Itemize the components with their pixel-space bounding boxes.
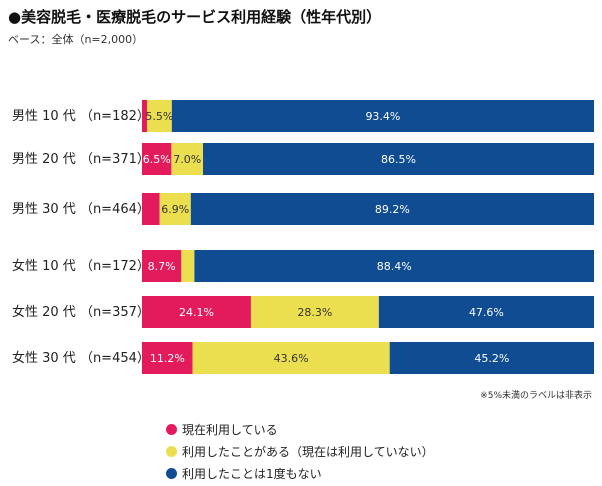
data-label: 8.7% — [148, 260, 176, 273]
bar-segment-current — [142, 100, 147, 132]
legend-item-past: 利用したことがある（現在は利用していない） — [166, 440, 434, 462]
bar-segment-past — [171, 143, 204, 175]
data-label: 28.3% — [297, 306, 332, 319]
bar-segment-current — [142, 193, 160, 225]
bar-segment-past — [181, 250, 195, 282]
category-label: 男性 30 代 （n=464） — [12, 202, 150, 217]
data-label: 5.5% — [145, 110, 173, 123]
data-label: 7.0% — [173, 153, 201, 166]
base-note: ベース：全体（n=2,000） — [8, 33, 144, 46]
bar-segment-current — [142, 143, 172, 175]
bar-segment-past — [192, 342, 390, 374]
category-label: 女性 20 代 （n=357） — [12, 304, 150, 320]
category-label: 女性 30 代 （n=454） — [12, 350, 150, 366]
data-label: 11.2% — [150, 352, 185, 365]
bar-segment-never — [203, 143, 594, 175]
bar-segment-current — [142, 342, 193, 374]
data-label: 89.2% — [375, 203, 410, 216]
data-label: 43.6% — [274, 352, 309, 365]
label-threshold-note: ※5%未満のラベルは非表示 — [480, 391, 592, 401]
bar-segment-current — [142, 296, 251, 328]
legend: 現在利用している 利用したことがある（現在は利用していない） 利用したことは1度… — [166, 418, 434, 484]
data-label: 6.9% — [161, 203, 189, 216]
category-label: 男性 10 代 （n=182） — [12, 109, 150, 124]
bar-segment-never — [171, 100, 594, 132]
category-label: 女性 10 代 （n=172） — [12, 258, 150, 274]
bar-segment-never — [389, 342, 594, 374]
chart-title: ●美容脱毛・医療脱毛のサービス利用経験（性年代別） — [8, 8, 382, 26]
data-label: 6.5% — [143, 153, 171, 166]
legend-label-past: 利用したことがある（現在は利用していない） — [182, 444, 434, 459]
legend-swatch-past — [166, 445, 177, 457]
legend-swatch-never — [166, 467, 177, 479]
data-label: 88.4% — [377, 260, 412, 273]
data-label: 24.1% — [179, 306, 214, 319]
legend-label-current: 現在利用している — [182, 422, 278, 437]
bar-segment-past — [250, 296, 379, 328]
bar-segment-past — [159, 193, 191, 225]
bar-segment-never — [378, 296, 594, 328]
data-label: 93.4% — [365, 110, 400, 123]
bar-segment-past — [146, 100, 172, 132]
stacked-bar-chart: 男性 10 代 （n=182）5.5% 93.4%男性 20 代 （n=371）6… — [12, 100, 595, 374]
data-label: 86.5% — [381, 153, 416, 166]
bar-segment-never — [194, 250, 594, 282]
data-label: 45.2% — [474, 352, 509, 365]
category-label: 男性 20 代 （n=371） — [12, 152, 150, 167]
legend-swatch-current — [166, 423, 177, 435]
data-label: 47.6% — [469, 306, 504, 319]
bar-segment-never — [190, 193, 595, 225]
bar-segment-current — [142, 250, 182, 282]
legend-item-never: 利用したことは1度もない — [166, 462, 434, 484]
legend-label-never: 利用したことは1度もない — [182, 466, 322, 481]
legend-item-current: 現在利用している — [166, 418, 434, 440]
